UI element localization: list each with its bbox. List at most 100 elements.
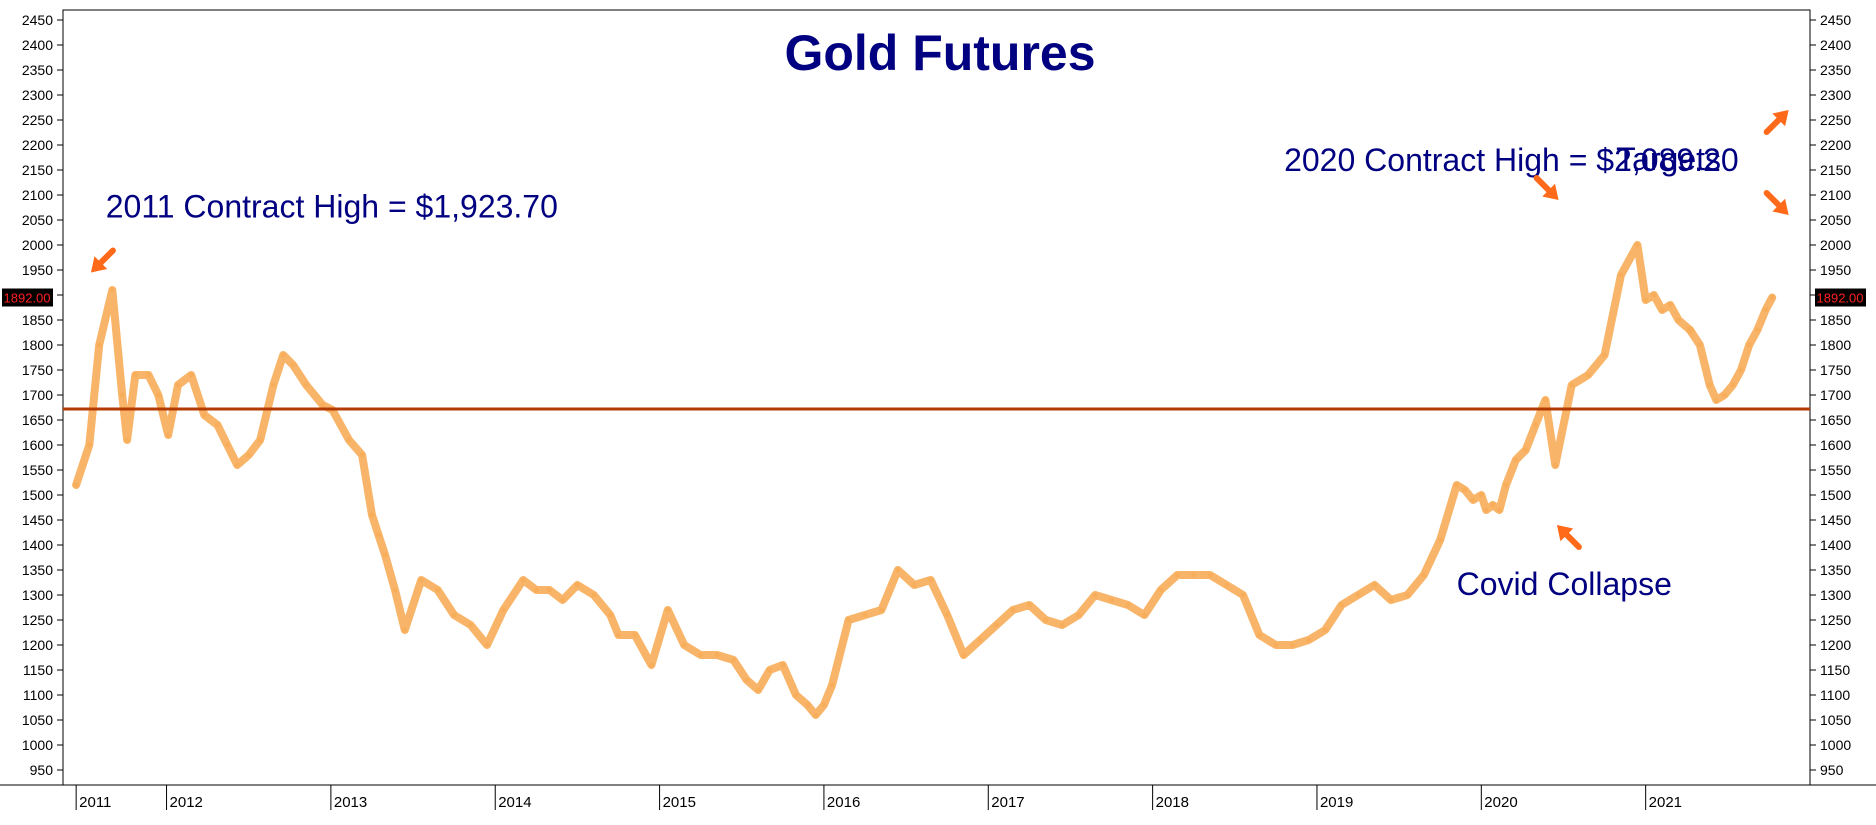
price-point <box>1026 602 1032 608</box>
x-tick-label: 2020 <box>1484 794 1517 811</box>
price-point <box>821 702 827 708</box>
y-tick-label-left: 2000 <box>22 237 53 253</box>
price-point <box>911 582 917 588</box>
price-point <box>392 587 398 593</box>
x-tick-label: 2019 <box>1320 794 1353 811</box>
price-point <box>1454 482 1460 488</box>
y-tick-label-right: 1000 <box>1820 737 1851 753</box>
y-tick-label-right: 1850 <box>1820 312 1851 328</box>
y-tick-label-left: 1550 <box>22 462 53 478</box>
price-point <box>132 372 138 378</box>
y-tick-label-left: 2350 <box>22 62 53 78</box>
price-tag-left-bg <box>2 288 53 307</box>
x-tick-label: 2013 <box>334 794 367 811</box>
y-tick-label-left: 1050 <box>22 712 53 728</box>
arrow-head <box>1556 525 1574 542</box>
y-tick-label-right: 1100 <box>1820 687 1850 703</box>
y-tick-label-left: 2200 <box>22 137 53 153</box>
y-tick-label-right: 1600 <box>1820 437 1851 453</box>
price-point <box>1059 622 1065 628</box>
price-point <box>546 587 552 593</box>
price-point <box>780 662 786 668</box>
arrow-head <box>1542 183 1559 200</box>
price-point <box>520 577 526 583</box>
price-point <box>346 437 352 443</box>
current-price-tags: 1892.00 1892.00 <box>2 288 1866 307</box>
x-tick-label: 2012 <box>170 794 203 811</box>
price-point <box>928 577 934 583</box>
price-point <box>862 612 868 618</box>
price-point <box>1339 602 1345 608</box>
y-tick-label-right: 2400 <box>1820 37 1851 53</box>
y-tick-label-right: 1200 <box>1820 637 1851 653</box>
right-y-axis: 950 1000 1050 1100 1150 1200 1250 1300 1350 1400 1… <box>1810 12 1851 778</box>
y-tick-label-right: 1400 <box>1820 537 1851 553</box>
price-point <box>1109 597 1115 603</box>
price-point <box>1602 352 1608 358</box>
y-tick-label-right: 2350 <box>1820 62 1851 78</box>
y-tick-label-left: 1650 <box>22 412 53 428</box>
price-point <box>257 437 263 443</box>
price-point <box>359 452 365 458</box>
price-tag-left: 1892.00 <box>4 291 51 306</box>
price-point <box>175 382 181 388</box>
price-point <box>665 607 671 613</box>
y-tick-label-left: 2100 <box>22 187 53 203</box>
y-tick-label-right: 1950 <box>1820 262 1851 278</box>
price-point <box>1754 327 1760 333</box>
x-tick-label: 2018 <box>1156 794 1189 811</box>
price-point <box>1533 422 1539 428</box>
price-point <box>1010 607 1016 613</box>
x-tick-label: 2017 <box>991 794 1024 811</box>
y-tick-label-left: 2400 <box>22 37 53 53</box>
arrow-head <box>1772 110 1789 127</box>
price-point <box>1643 297 1649 303</box>
price-point <box>829 682 835 688</box>
price-point <box>698 652 704 658</box>
price-point <box>1513 457 1519 463</box>
price-point <box>607 612 613 618</box>
price-point <box>1618 272 1624 278</box>
y-tick-label-left: 1950 <box>22 262 53 278</box>
price-point <box>755 687 761 693</box>
x-tick-label: 2016 <box>827 794 860 811</box>
price-point <box>468 622 474 628</box>
price-point <box>1478 492 1484 498</box>
price-point <box>977 637 983 643</box>
y-tick-label-left: 950 <box>30 762 54 778</box>
price-point <box>1306 637 1312 643</box>
price-point <box>591 592 597 598</box>
y-tick-label-right: 950 <box>1820 762 1844 778</box>
y-tick-label-right: 1550 <box>1820 462 1851 478</box>
price-point <box>155 392 161 398</box>
price-point <box>1404 592 1410 598</box>
y-tick-label-right: 1300 <box>1820 587 1851 603</box>
price-point <box>744 677 750 683</box>
price-point <box>1730 382 1736 388</box>
chart-title: Gold Futures <box>784 25 1095 81</box>
price-point <box>73 482 79 488</box>
price-point <box>1697 342 1703 348</box>
price-point <box>1092 592 1098 598</box>
price-point <box>435 587 441 593</box>
y-tick-label-left: 1800 <box>22 337 53 353</box>
y-tick-label-right: 2200 <box>1820 137 1851 153</box>
price-point <box>500 607 506 613</box>
price-point <box>1483 507 1489 513</box>
price-point <box>574 582 580 588</box>
y-tick-label-right: 1050 <box>1820 712 1851 728</box>
price-point <box>124 437 130 443</box>
price-point <box>632 632 638 638</box>
price-point <box>1125 602 1131 608</box>
y-tick-label-left: 1300 <box>22 587 53 603</box>
y-tick-label-right: 2450 <box>1820 12 1851 28</box>
y-tick-label-left: 2050 <box>22 212 53 228</box>
price-point <box>1496 507 1502 513</box>
y-tick-label-left: 1400 <box>22 537 53 553</box>
price-point <box>1769 295 1775 300</box>
price-tag-right-bg <box>1815 288 1866 307</box>
price-point <box>1746 342 1752 348</box>
y-tick-label-right: 1150 <box>1820 662 1850 678</box>
y-tick-label-right: 2250 <box>1820 112 1851 128</box>
